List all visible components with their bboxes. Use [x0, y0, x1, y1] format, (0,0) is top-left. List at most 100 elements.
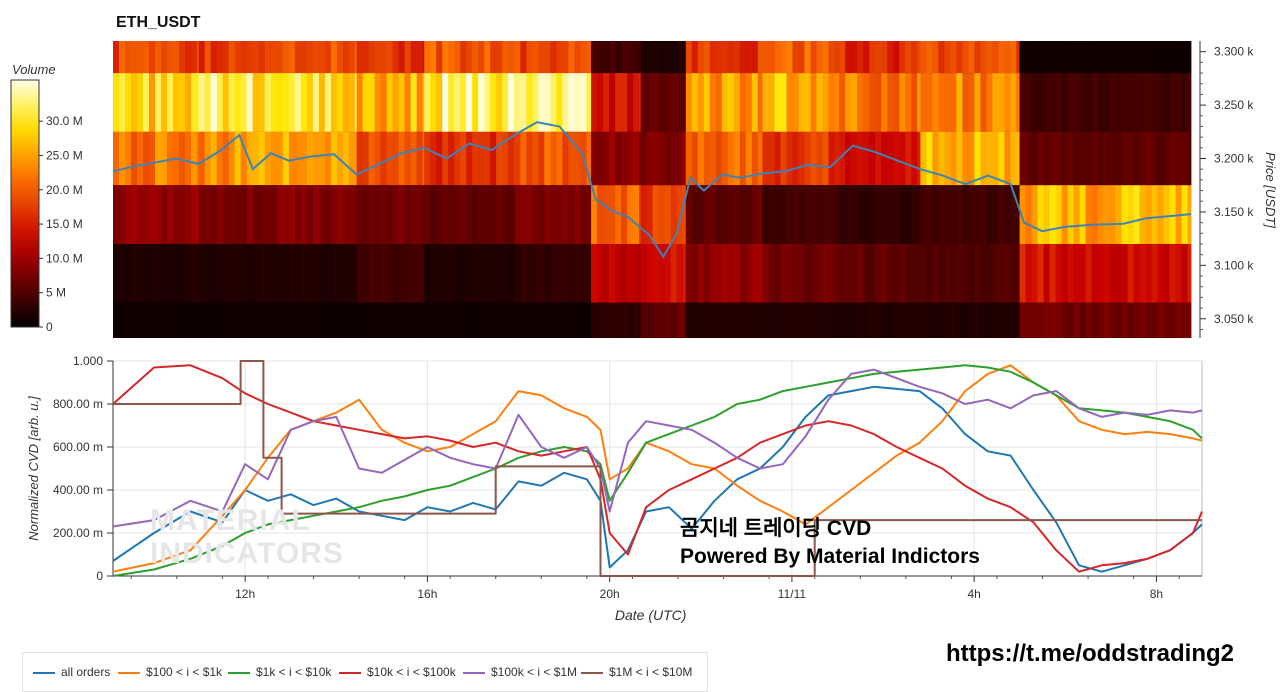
heatmap-cell — [1004, 131, 1011, 186]
heatmap-cell — [356, 41, 363, 74]
heatmap-cell — [899, 302, 906, 338]
heatmap-cell — [863, 244, 870, 303]
heatmap-cell — [119, 73, 126, 132]
heatmap-cell — [652, 302, 660, 338]
heatmap-cell — [167, 185, 174, 244]
heatmap-cell — [956, 73, 963, 132]
heatmap-cell — [430, 41, 437, 74]
heatmap-cell — [609, 73, 616, 132]
heatmap-cell — [330, 185, 338, 244]
heatmap-cell — [1067, 41, 1074, 74]
heatmap-cell — [1073, 185, 1080, 244]
heatmap-cell — [834, 302, 840, 338]
heatmap-cell — [544, 185, 551, 244]
heatmap-cell — [670, 41, 678, 74]
heatmap-cell — [839, 131, 846, 186]
heatmap-cell — [917, 73, 921, 132]
heatmap-cell — [1073, 131, 1080, 186]
heatmap-cell — [276, 41, 284, 74]
heatmap-cell — [336, 302, 344, 338]
heatmap-cell — [502, 302, 509, 338]
heatmap-cell — [520, 73, 527, 132]
heatmap-cell — [597, 131, 604, 186]
heatmap-cell — [386, 302, 393, 338]
heatmap-cell — [514, 73, 521, 132]
heatmap-cell — [179, 302, 186, 338]
cvd-x-tick-label: 4h — [967, 587, 980, 601]
heatmap-cell — [676, 244, 684, 303]
cvd-x-tick-label: 11/11 — [778, 587, 807, 601]
heatmap-cell — [460, 302, 467, 338]
heatmap-cell — [786, 302, 793, 338]
legend-item-10k-100k[interactable]: $10k < i < $100k — [339, 665, 456, 679]
heatmap-cell — [1127, 302, 1134, 338]
heatmap-cell — [1157, 41, 1164, 74]
heatmap-cell — [822, 41, 829, 74]
heatmap-cell — [685, 131, 693, 186]
heatmap-cell — [1139, 302, 1146, 338]
heatmap-cell — [664, 244, 672, 303]
heatmap-cell — [609, 244, 616, 303]
heatmap-cell — [974, 244, 981, 303]
heatmap-cell — [574, 41, 581, 74]
heatmap-cell — [1049, 185, 1056, 244]
heatmap-cell — [404, 185, 411, 244]
heatmap-cell — [526, 244, 533, 303]
heatmap-cell — [1031, 302, 1038, 338]
heatmap-cell — [980, 41, 987, 74]
heatmap-cell — [881, 41, 888, 74]
heatmap-cell — [1175, 73, 1182, 132]
heatmap-cell — [1091, 302, 1098, 338]
heatmap-cell — [484, 73, 491, 132]
heatmap-cell — [562, 131, 569, 186]
heatmap-cell — [893, 131, 900, 186]
heatmap-cell — [155, 244, 162, 303]
legend-item-100k-1m[interactable]: $100k < i < $1M — [463, 665, 577, 679]
legend-item-100-1k[interactable]: $100 < i < $1k — [118, 665, 222, 679]
legend-item-all-orders[interactable]: all orders — [33, 665, 110, 679]
heatmap-cell — [1037, 302, 1044, 338]
telegram-link[interactable]: https://t.me/oddstrading2 — [946, 640, 1234, 667]
heatmap-cell — [508, 185, 515, 244]
heatmap-cell — [1115, 41, 1122, 74]
heatmap-cell — [1043, 41, 1050, 74]
heatmap-cell — [591, 244, 598, 303]
heatmap-cell — [356, 131, 363, 186]
heatmap-cell — [944, 302, 951, 338]
heatmap-cell — [472, 73, 479, 132]
heatmap-cell — [792, 73, 799, 132]
price-line-path — [112, 121, 1192, 259]
heatmap-cell — [792, 131, 799, 186]
heatmap-cell — [621, 302, 628, 338]
heatmap-cell — [1145, 302, 1152, 338]
heatmap-cell — [368, 41, 375, 74]
heatmap-cell — [633, 131, 640, 186]
heatmap-cell — [664, 41, 672, 74]
heatmap-cell — [926, 73, 933, 132]
legend-item-1m-10m[interactable]: $1M < i < $10M — [581, 665, 692, 679]
colorbar-tick-label: 25.0 M — [46, 148, 83, 162]
heatmap-cell — [508, 41, 515, 74]
heatmap-cell — [1016, 131, 1020, 186]
heatmap-cell — [430, 185, 437, 244]
heatmap-cell — [514, 41, 521, 74]
heatmap-cell — [113, 185, 120, 244]
heatmap-cell — [986, 302, 993, 338]
heatmap-cell — [520, 244, 527, 303]
heatmap-cell — [633, 41, 640, 74]
heatmap-cell — [621, 73, 628, 132]
heatmap-cell — [348, 244, 356, 303]
heatmap-cell — [1031, 131, 1038, 186]
heatmap-cell — [762, 185, 769, 244]
heatmap-cell — [324, 131, 332, 186]
heatmap-cell — [887, 73, 894, 132]
heatmap-cell — [436, 185, 443, 244]
heatmap-cell — [786, 73, 793, 132]
heatmap-cell — [1004, 41, 1011, 74]
heatmap-cell — [703, 185, 711, 244]
heatmap-cell — [1133, 41, 1140, 74]
heatmap-cell — [490, 244, 497, 303]
legend-item-1k-10k[interactable]: $1k < i < $10k — [228, 665, 331, 679]
heatmap-cell — [1004, 185, 1011, 244]
heatmap-cell — [270, 131, 278, 186]
